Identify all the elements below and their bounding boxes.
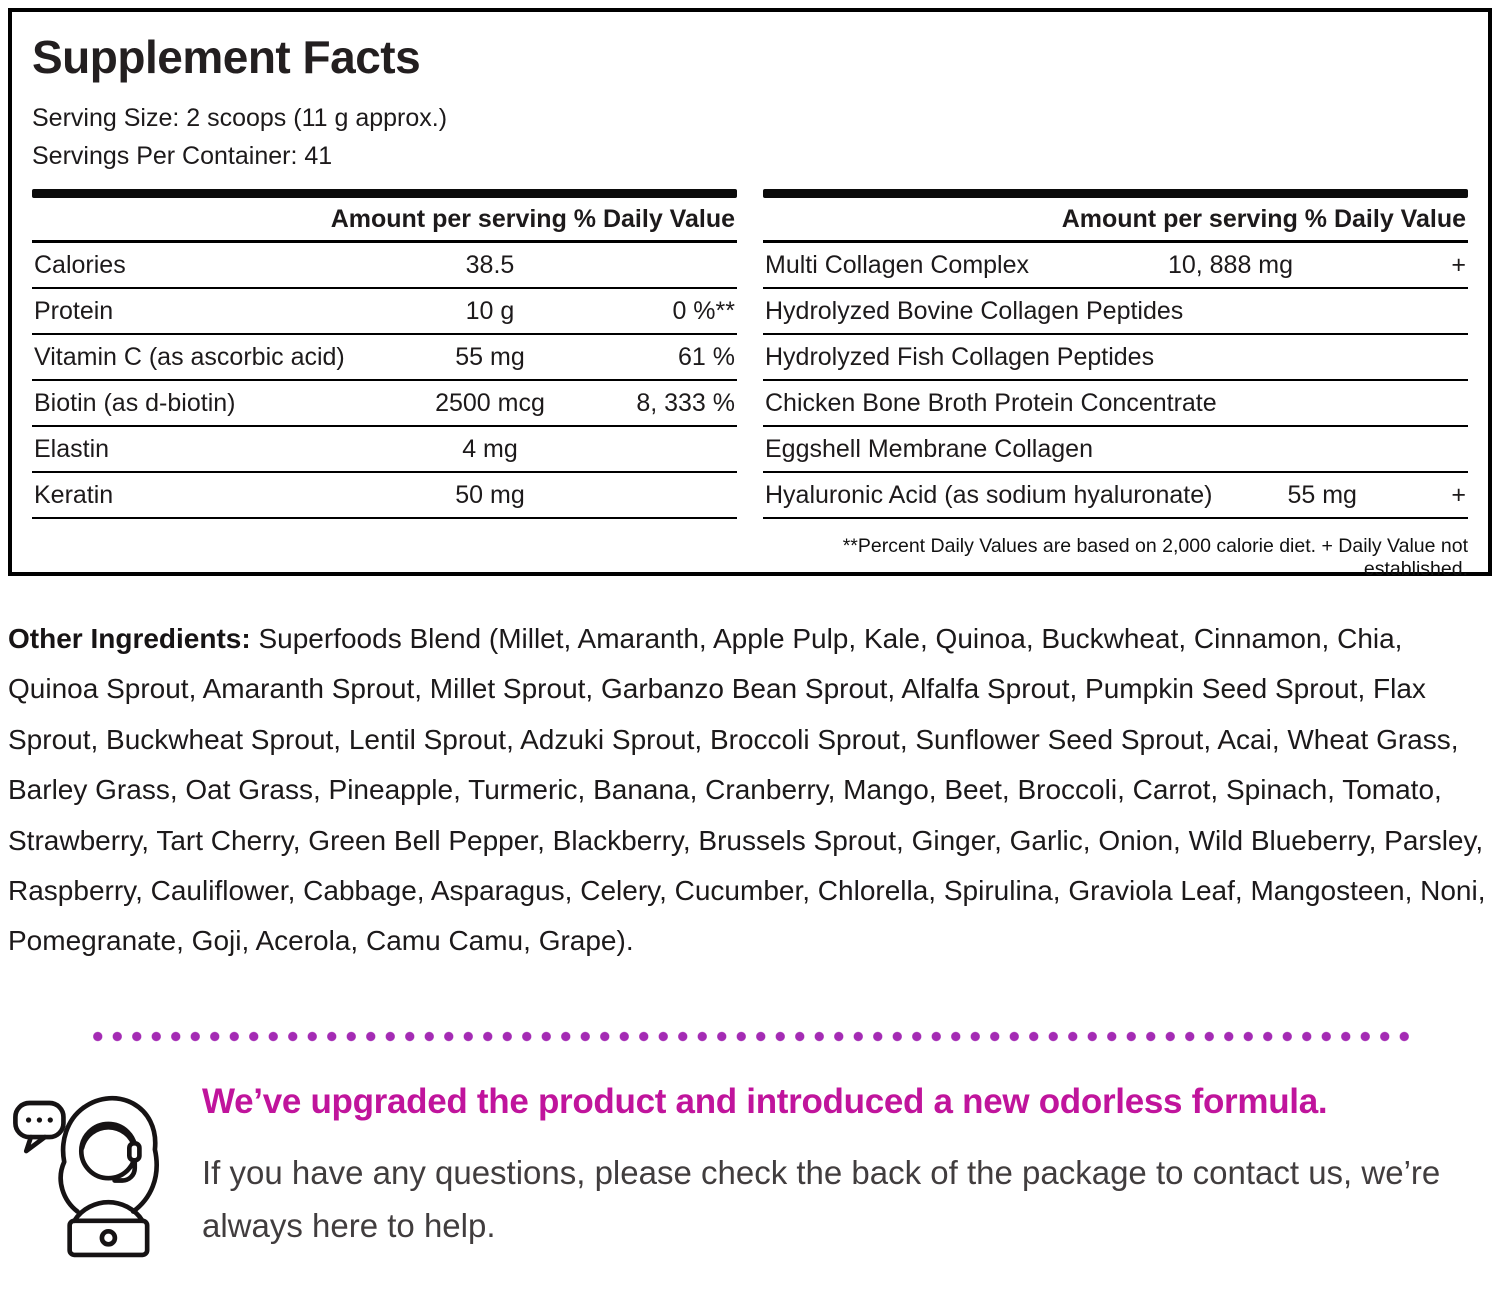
table-row: Keratin 50 mg	[32, 473, 737, 519]
nutrient-dv: 61 %	[678, 343, 735, 371]
table-row: Vitamin C (as ascorbic acid) 55 mg 61 %	[32, 335, 737, 381]
nutrient-name: Hydrolyzed Fish Collagen Peptides	[765, 343, 1155, 371]
other-ingredients: Other Ingredients: Superfoods Blend (Mil…	[8, 614, 1492, 967]
table-header-right: Amount per serving % Daily Value	[763, 198, 1468, 243]
table-row: Elastin 4 mg	[32, 427, 737, 473]
supplement-facts-panel: Supplement Facts Serving Size: 2 scoops …	[8, 8, 1492, 580]
other-ingredients-text: Superfoods Blend (Millet, Amaranth, Appl…	[8, 623, 1486, 957]
table-row: Hydrolyzed Fish Collagen Peptides	[763, 335, 1468, 381]
support-notice: We’ve upgraded the product and introduce…	[10, 1072, 1490, 1258]
nutrient-name: Protein	[34, 297, 114, 325]
dotted-divider	[88, 1030, 1412, 1042]
other-ingredients-label: Other Ingredients:	[8, 623, 251, 654]
nutrient-name: Calories	[34, 251, 126, 279]
nutrient-name: Multi Collagen Complex	[765, 251, 1030, 279]
table-row: Hydrolyzed Bovine Collagen Peptides	[763, 289, 1468, 335]
nutrient-amount: 50 mg	[455, 481, 525, 509]
support-body-text: If you have any questions, please check …	[202, 1153, 1441, 1245]
serving-info: Serving Size: 2 scoops (11 g approx.) Se…	[32, 100, 1468, 175]
serving-size: Serving Size: 2 scoops (11 g approx.)	[32, 104, 448, 132]
nutrient-amount: 10, 888 mg	[1167, 251, 1294, 279]
nutrient-amount: 55 mg	[1287, 481, 1357, 509]
table-row: Hyaluronic Acid (as sodium hyaluronate) …	[763, 473, 1468, 519]
table-row: Eggshell Membrane Collagen	[763, 427, 1468, 473]
table-header-left: Amount per serving % Daily Value	[32, 198, 737, 243]
table-row: Calories 38.5	[32, 243, 737, 289]
nutrient-name: Biotin (as d-biotin)	[34, 389, 236, 417]
nutrient-dv: 0 %**	[672, 297, 735, 325]
nutrient-amount: 38.5	[465, 251, 515, 279]
nutrient-name: Keratin	[34, 481, 114, 509]
table-row: Protein 10 g 0 %**	[32, 289, 737, 335]
facts-table-right: Amount per serving % Daily Value Multi C…	[763, 189, 1468, 581]
thick-rule	[32, 189, 737, 198]
nutrient-dv: +	[1451, 481, 1466, 509]
nutrient-amount: 4 mg	[462, 435, 518, 463]
nutrient-name: Eggshell Membrane Collagen	[765, 435, 1093, 463]
panel-title: Supplement Facts	[32, 31, 421, 83]
support-text: We’ve upgraded the product and introduce…	[202, 1072, 1452, 1253]
nutrient-amount: 2500 mcg	[435, 389, 545, 417]
nutrient-name: Vitamin C (as ascorbic acid)	[34, 343, 345, 371]
nutrient-name: Elastin	[34, 435, 110, 463]
table-row: Biotin (as d-biotin) 2500 mcg 8, 333 %	[32, 381, 737, 427]
nutrient-name: Hyaluronic Acid (as sodium hyaluronate)	[765, 481, 1213, 509]
facts-tables: Amount per serving % Daily Value Calorie…	[32, 189, 1468, 581]
thick-rule	[763, 189, 1468, 198]
nutrient-name: Chicken Bone Broth Protein Concentrate	[765, 389, 1217, 417]
nutrient-dv: 8, 333 %	[636, 389, 735, 417]
facts-table-left: Amount per serving % Daily Value Calorie…	[32, 189, 737, 581]
nutrient-name: Hydrolyzed Bovine Collagen Peptides	[765, 297, 1184, 325]
nutrient-amount: 10 g	[465, 297, 515, 325]
support-agent-icon	[10, 1072, 182, 1258]
nutrient-amount: 55 mg	[455, 343, 525, 371]
table-row: Chicken Bone Broth Protein Concentrate	[763, 381, 1468, 427]
nutrient-dv: +	[1451, 251, 1466, 279]
daily-value-footnote: **Percent Daily Values are based on 2,00…	[842, 535, 1468, 580]
table-row: Multi Collagen Complex 10, 888 mg +	[763, 243, 1468, 289]
upgrade-headline: We’ve upgraded the product and introduce…	[202, 1081, 1328, 1121]
servings-per-container: Servings Per Container: 41	[32, 141, 333, 170]
